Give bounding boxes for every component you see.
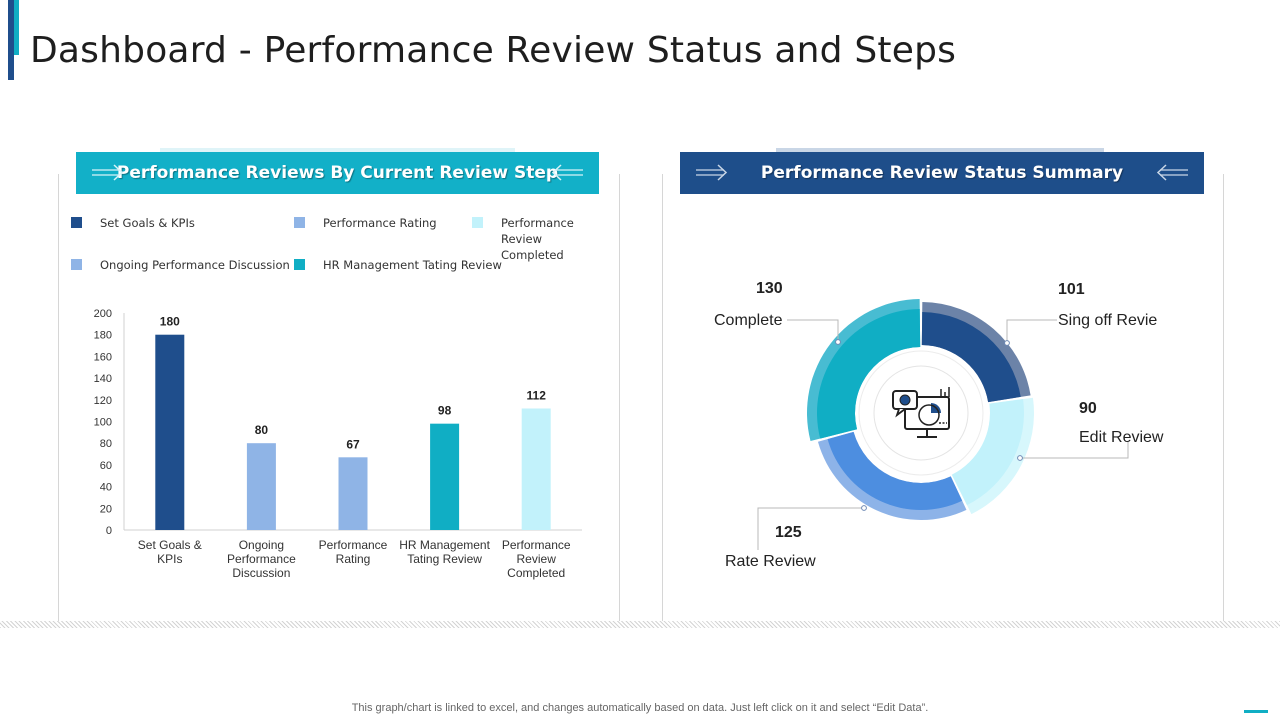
- gear-icon: [899, 394, 911, 406]
- legend-item: HR Management Tating Review: [294, 257, 514, 273]
- pie-outline: [918, 404, 940, 426]
- donut-chart-panel-title: Performance Review Status Summary: [760, 163, 1124, 183]
- y-tick-label: 100: [94, 417, 112, 429]
- bar: [338, 457, 368, 530]
- donut-category-label: Complete: [714, 312, 783, 329]
- double-arrow-right-icon: [92, 164, 124, 181]
- bar: [430, 423, 460, 530]
- y-tick-label: 140: [94, 373, 112, 385]
- donut-leader-dot: [1017, 455, 1023, 461]
- donut-chart-panel-header: Performance Review Status Summary: [680, 152, 1204, 194]
- y-tick-label: 60: [100, 460, 112, 472]
- donut-slice: [827, 431, 963, 510]
- title-accent-bar-secondary: [14, 0, 19, 55]
- double-arrow-left-icon: [551, 164, 583, 181]
- donut-leader-dot: [1004, 340, 1010, 346]
- legend-label: Performance Rating: [323, 216, 437, 230]
- legend-item: Performance Review Completed: [472, 215, 607, 263]
- double-arrow-left-icon: [1156, 164, 1188, 181]
- header-highlight-strip: [776, 148, 1104, 152]
- donut-leader-line: [757, 507, 864, 550]
- donut-slice: [921, 312, 1021, 403]
- y-tick-label: 0: [106, 525, 112, 537]
- x-tick-label: Ongoing Performance Discussion: [227, 538, 296, 580]
- x-tick-label: HR Management Tating Review: [399, 538, 490, 566]
- y-tick-label: 120: [94, 395, 112, 407]
- legend-swatch: [294, 217, 305, 228]
- bar-value-label: 112: [527, 388, 547, 402]
- footnote: This graph/chart is linked to excel, and…: [351, 702, 929, 714]
- legend-label: Ongoing Performance Discussion: [100, 258, 290, 272]
- y-tick-label: 160: [94, 351, 112, 363]
- donut-leader-dot: [835, 339, 841, 345]
- bar: [155, 334, 185, 530]
- x-tick-label: Set Goals & KPIs: [138, 538, 202, 566]
- donut-category-label: Rate Review: [725, 553, 816, 570]
- page-title: Dashboard - Performance Review Status an…: [30, 30, 957, 71]
- header-highlight-strip: [160, 148, 515, 152]
- donut-category-label: Sing off Revie: [1058, 312, 1158, 329]
- corner-accent-line: [1244, 710, 1268, 713]
- chat-bubble-tail: [895, 408, 906, 418]
- y-tick-label: 180: [94, 330, 112, 342]
- donut-leader-line: [1006, 319, 1057, 343]
- bar: [521, 408, 551, 530]
- legend-item: Ongoing Performance Discussion: [71, 257, 291, 273]
- bar-value-label: 98: [438, 404, 452, 418]
- y-tick-label: 200: [94, 308, 112, 320]
- donut-leader-line: [787, 319, 839, 342]
- legend-swatch: [71, 217, 82, 228]
- donut-slice: [817, 309, 921, 439]
- title-accent-bar: [8, 0, 14, 80]
- y-tick-label: 80: [100, 438, 112, 450]
- bar-value-label: 80: [255, 423, 269, 437]
- donut-leader-line: [1020, 442, 1129, 459]
- x-tick-label: Performance Review Completed: [502, 538, 571, 580]
- legend-label: Performance Review Completed: [501, 216, 574, 262]
- legend-label: HR Management Tating Review: [323, 258, 502, 272]
- bar-value-label: 180: [160, 315, 180, 329]
- donut-category-label: Edit Review: [1079, 429, 1164, 446]
- bar-chart-panel-header: Performance Reviews By Current Review St…: [76, 152, 599, 194]
- bar-chart-panel: [58, 174, 620, 625]
- donut-slice: [951, 399, 1024, 506]
- bar-chart: 0 20 40 60 80 100 120 140 160 180 200 180 80 67 98 112 S…: [94, 308, 582, 580]
- donut-value-label: 101: [1058, 281, 1085, 298]
- legend-swatch: [294, 259, 305, 270]
- x-tick-label: Performance Rating: [319, 538, 388, 566]
- donut-chart: [757, 299, 1129, 550]
- double-arrow-right-icon: [696, 164, 728, 181]
- bar-value-label: 67: [346, 437, 360, 451]
- bar-chart-panel-title: Performance Reviews By Current Review St…: [116, 163, 559, 183]
- decorative-hatch-divider: [0, 621, 1280, 628]
- donut-value-label: 130: [756, 280, 783, 297]
- legend-item: Performance Rating: [294, 215, 464, 231]
- legend-swatch: [71, 259, 82, 270]
- monitor-chart-icon: [892, 387, 950, 438]
- donut-leader-dot: [861, 505, 867, 511]
- legend-swatch: [472, 217, 483, 228]
- donut-value-label: 125: [775, 524, 802, 541]
- donut-value-label: 90: [1079, 400, 1097, 417]
- y-tick-label: 20: [100, 503, 112, 515]
- legend-label: Set Goals & KPIs: [100, 216, 195, 230]
- legend-item: Set Goals & KPIs: [71, 215, 271, 231]
- y-tick-label: 40: [100, 482, 112, 494]
- bar: [246, 443, 276, 530]
